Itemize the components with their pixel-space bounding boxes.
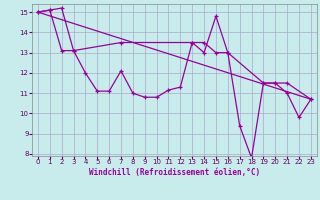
X-axis label: Windchill (Refroidissement éolien,°C): Windchill (Refroidissement éolien,°C): [89, 168, 260, 177]
